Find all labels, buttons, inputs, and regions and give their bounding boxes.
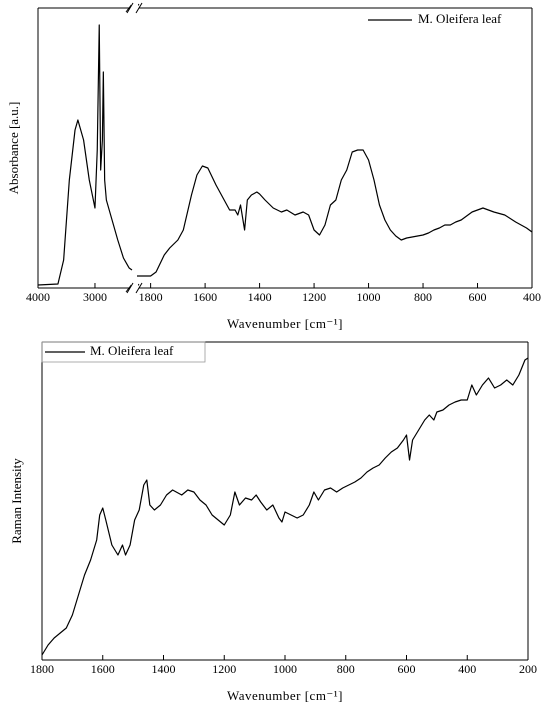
x-tick-label: 3000 bbox=[83, 290, 107, 304]
x-tick-label: 600 bbox=[398, 662, 416, 676]
x-tick-label: 600 bbox=[469, 290, 487, 304]
x-tick-label: 1600 bbox=[193, 290, 217, 304]
break-gap bbox=[131, 2, 138, 14]
x-tick-label: 1800 bbox=[139, 290, 163, 304]
x-tick-label: 1200 bbox=[212, 662, 236, 676]
x-tick-label: 4000 bbox=[26, 290, 50, 304]
x-tick-label: 1600 bbox=[91, 662, 115, 676]
x-tick-label: 1000 bbox=[357, 290, 381, 304]
x-tick-label: 1200 bbox=[302, 290, 326, 304]
x-tick-label: 800 bbox=[337, 662, 355, 676]
x-tick-label: 1400 bbox=[152, 662, 176, 676]
x-tick-label: 1400 bbox=[248, 290, 272, 304]
x-tick-label: 400 bbox=[523, 290, 541, 304]
break-gap bbox=[131, 282, 138, 294]
legend-label: M. Oleifera leaf bbox=[418, 11, 502, 26]
x-tick-label: 1800 bbox=[30, 662, 54, 676]
x-tick-label: 200 bbox=[519, 662, 537, 676]
x-axis-label: Wavenumber [cm⁻¹] bbox=[227, 688, 343, 703]
x-axis-label: Wavenumber [cm⁻¹] bbox=[227, 316, 343, 331]
y-axis-label: Absorbance [a.u.] bbox=[6, 102, 21, 195]
x-tick-label: 1000 bbox=[273, 662, 297, 676]
legend-label: M. Oleifera leaf bbox=[90, 343, 174, 358]
spectrum-line bbox=[37, 24, 533, 286]
y-axis-label: Raman Intensity bbox=[9, 458, 24, 544]
x-tick-label: 800 bbox=[414, 290, 432, 304]
spectrum-line bbox=[41, 357, 529, 656]
x-tick-label: 400 bbox=[458, 662, 476, 676]
legend-box bbox=[41, 341, 206, 363]
